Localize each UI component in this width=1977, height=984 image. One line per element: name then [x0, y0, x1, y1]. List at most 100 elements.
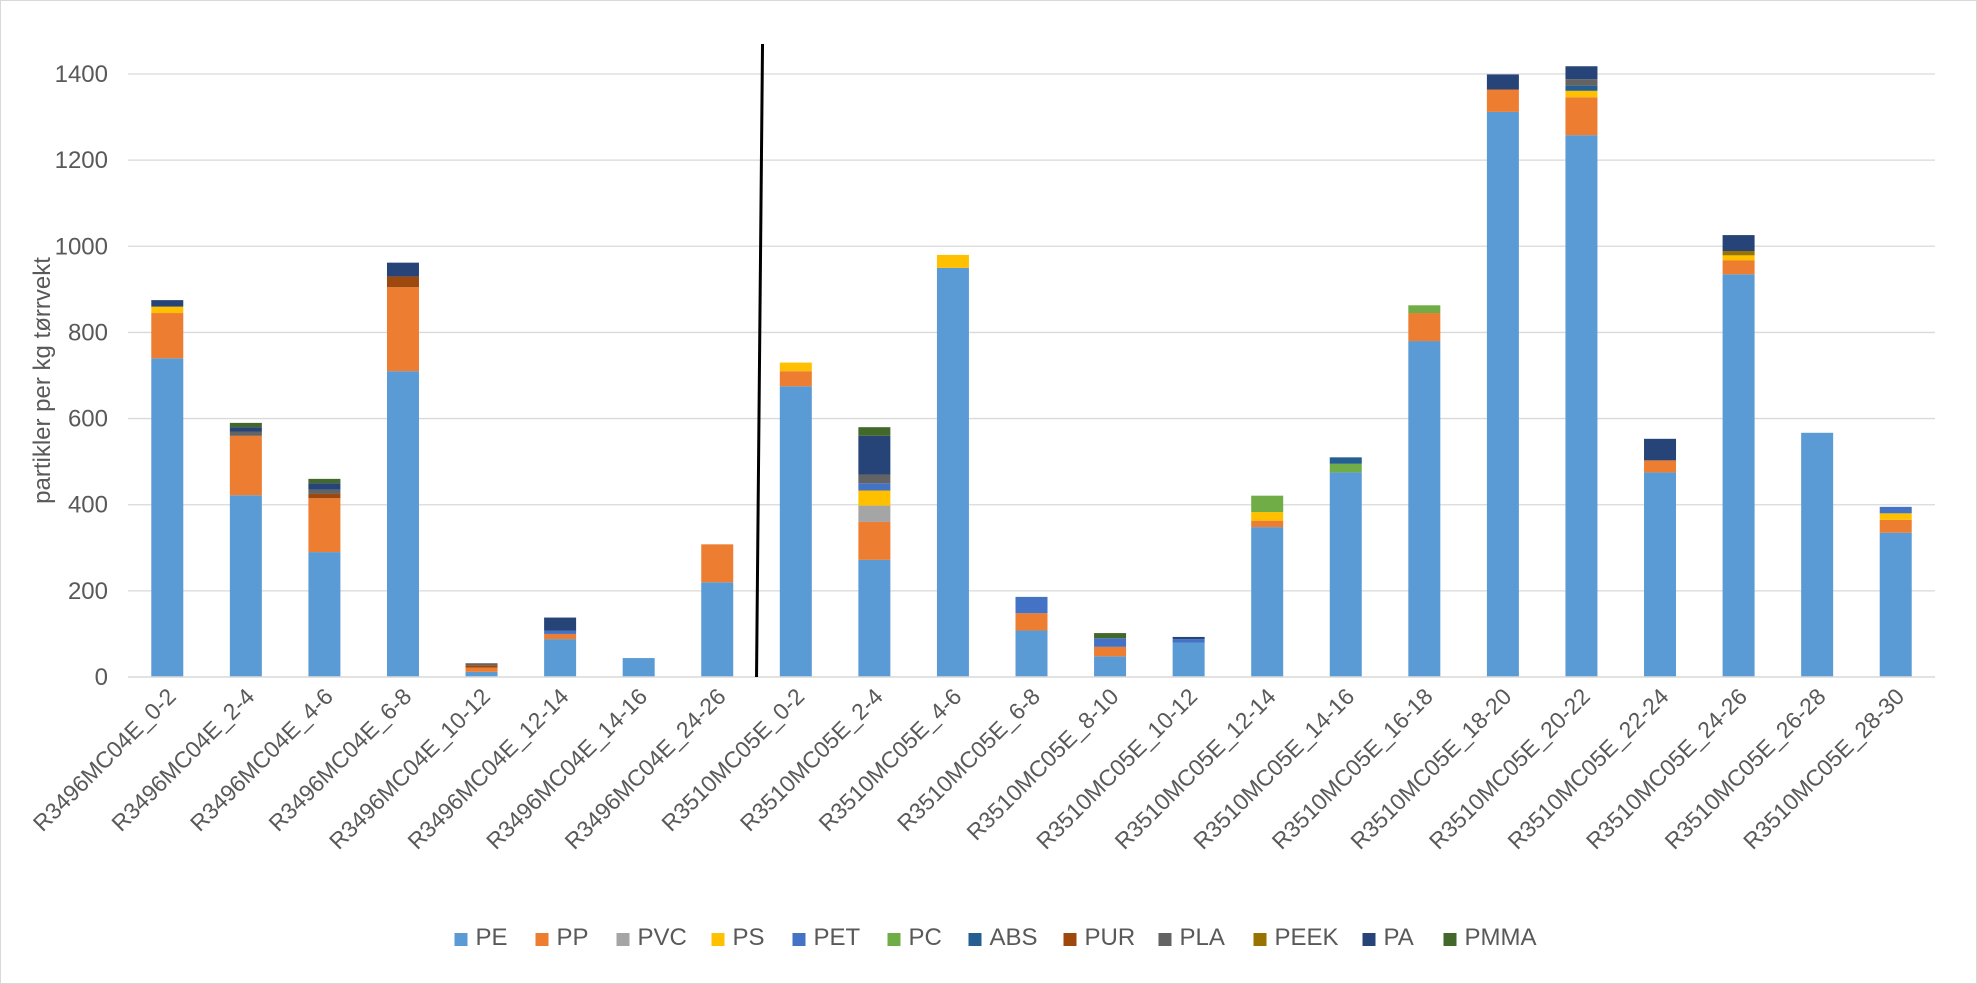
legend-item: PUR	[1063, 924, 1135, 951]
bar-stack	[465, 663, 498, 677]
bar-segment-pa	[386, 262, 419, 277]
bar-segment-pet	[1172, 639, 1205, 643]
legend-swatch	[887, 933, 901, 946]
bar-segment-pa	[1565, 66, 1598, 80]
bar-segment-pp	[701, 544, 734, 583]
legend-item: PA	[1362, 924, 1414, 951]
bar-segment-pla	[308, 489, 341, 494]
bar-segment-ps	[779, 362, 812, 372]
y-tick-label: 1000	[55, 233, 108, 260]
bar-segment-pet	[544, 630, 577, 634]
legend-label: PA	[1384, 924, 1414, 951]
bar-segment-pp	[1015, 613, 1048, 631]
bar-stack	[779, 362, 812, 677]
legend-item: ABS	[968, 924, 1038, 951]
legend-swatch	[711, 933, 725, 946]
y-tick-labels: 0 200 400 600 800 1000 1200 1400	[55, 61, 108, 691]
bar-segment-pet	[1015, 596, 1048, 614]
bar-segment-pla	[229, 431, 262, 436]
legend-item: PP	[535, 924, 589, 951]
legend-swatch	[968, 933, 982, 946]
bar-segment-pe	[1408, 341, 1441, 677]
bar-segment-pa	[1644, 438, 1677, 461]
bar-segment-pa	[151, 300, 184, 307]
bar-segment-ps	[1565, 90, 1598, 98]
bar-stack	[1565, 66, 1598, 677]
bar-segment-abs	[1329, 457, 1362, 464]
bar-segment-pe	[1172, 642, 1205, 677]
bar-segment-abs	[1565, 85, 1598, 91]
y-tick-label: 1200	[55, 147, 108, 174]
legend-item: PET	[792, 924, 861, 951]
bar-segment-pe	[465, 671, 498, 677]
bar-stack	[936, 254, 969, 677]
bar-segment-pla	[465, 663, 498, 666]
bar-segment-pp	[1251, 520, 1284, 528]
bar-segment-pe	[1722, 274, 1755, 677]
bar-segment-pe	[1644, 472, 1677, 677]
bar-stack	[622, 658, 655, 677]
legend-item: PEEK	[1253, 924, 1339, 951]
bars	[151, 66, 1912, 678]
legend: PE PP PVC PS PET PC ABS PUR PLA PEEK PA PMMA	[454, 924, 1537, 951]
bar-segment-pp	[151, 313, 184, 359]
bar-segment-pe	[386, 371, 419, 677]
y-tick-label: 400	[68, 492, 108, 519]
legend-label: ABS	[990, 924, 1038, 951]
legend-swatch	[792, 933, 806, 946]
gridlines	[128, 73, 1935, 592]
bar-segment-pa	[858, 435, 891, 475]
bar-segment-pur	[386, 276, 419, 288]
bar-segment-pp	[229, 435, 262, 496]
bar-stack	[1879, 506, 1912, 677]
y-tick-label: 600	[68, 406, 108, 433]
bar-segment-pe	[1015, 630, 1048, 677]
legend-item: PS	[711, 924, 765, 951]
bar-segment-pe	[1486, 111, 1519, 678]
divider-line	[755, 43, 765, 678]
y-tick-label: 1400	[55, 61, 108, 88]
bar-segment-pe	[622, 658, 655, 677]
legend-label: PP	[557, 924, 589, 951]
bar-segment-pet	[858, 483, 891, 491]
legend-item: PC	[887, 924, 942, 951]
bar-segment-pe	[1879, 532, 1912, 677]
bar-segment-pe	[1094, 656, 1127, 677]
bar-segment-pc	[1329, 463, 1362, 473]
legend-swatch	[1158, 933, 1172, 946]
y-tick-label: 800	[68, 319, 108, 346]
bar-stack	[1722, 235, 1755, 677]
bar-segment-pc	[1408, 305, 1441, 314]
bar-stack	[1408, 305, 1441, 677]
bar-stack	[701, 544, 734, 677]
y-tick-label: 200	[68, 578, 108, 605]
bar-segment-pp	[1486, 89, 1519, 112]
bar-segment-pe	[1329, 472, 1362, 677]
bar-segment-pmma	[229, 422, 262, 428]
bar-stack	[386, 262, 419, 677]
bar-segment-pur	[308, 493, 341, 499]
bar-stack	[1251, 495, 1284, 677]
legend-swatch	[1063, 933, 1077, 946]
bar-segment-pp	[465, 667, 498, 672]
bar-segment-pmma	[1094, 633, 1127, 639]
legend-swatch	[1253, 933, 1267, 946]
bar-segment-pe	[229, 495, 262, 677]
bar-segment-pp	[1722, 260, 1755, 275]
bar-stack	[1486, 74, 1519, 678]
bar-segment-pp	[1565, 97, 1598, 136]
legend-label: PET	[814, 924, 861, 951]
bar-segment-pla	[1565, 79, 1598, 86]
bar-segment-pvc	[858, 505, 891, 522]
bar-segment-pp	[386, 287, 419, 372]
bar-segment-pe	[858, 559, 891, 677]
legend-swatch	[454, 933, 468, 946]
bar-segment-pet	[1094, 638, 1127, 647]
bar-segment-pp	[1094, 646, 1127, 657]
bar-segment-pmma	[308, 478, 341, 484]
bar-segment-pe	[1565, 135, 1598, 677]
bar-stack	[1801, 432, 1834, 677]
legend-label: PVC	[638, 924, 687, 951]
bar-segment-pe	[936, 267, 969, 677]
